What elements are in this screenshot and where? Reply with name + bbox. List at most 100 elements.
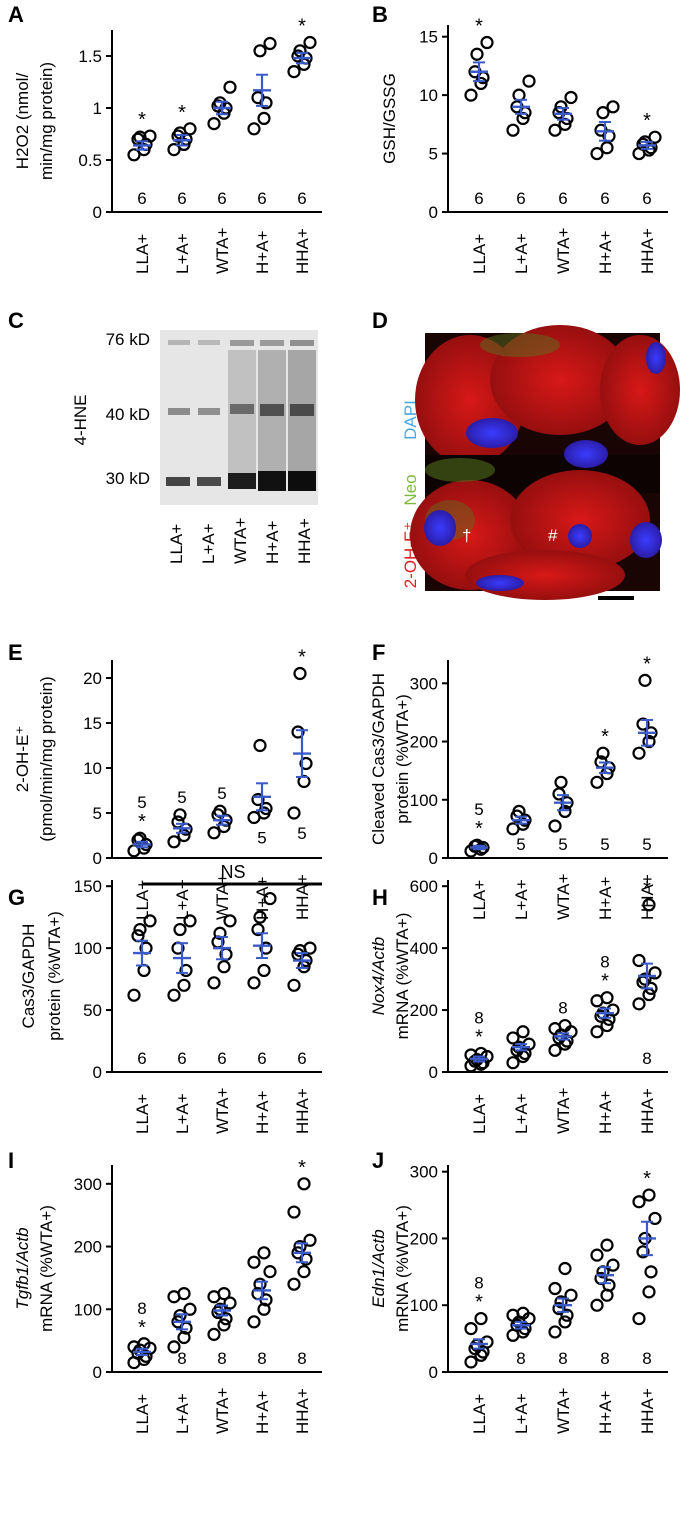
blot-lane-label: L+A+ [199,523,218,564]
n-label: 6 [177,1049,186,1068]
data-point [606,1003,620,1017]
data-point [179,963,193,978]
data-point [257,1246,271,1260]
y-axis-label: min/mg protein) [37,62,56,180]
x-tick-label: LLA+ [470,234,489,274]
data-point [632,1311,646,1326]
ns-label: NS [220,862,245,882]
data-point [558,1261,572,1276]
data-point [590,1248,604,1262]
data-point [590,1025,604,1039]
data-point [648,966,662,980]
data-point [167,1340,181,1354]
data-point [251,922,265,937]
x-tick-label: L+A+ [512,879,531,920]
y-tick-label: 0 [429,849,438,868]
data-point [173,922,187,937]
data-point [506,1056,520,1070]
data-point [558,1315,572,1329]
data-point [207,976,221,990]
n-label: 8 [558,1349,567,1368]
x-tick-label: WTA+ [213,227,232,274]
n-label: 8 [642,1349,651,1368]
data-point [606,100,620,114]
n-label: 5 [558,835,567,854]
data-point [251,792,265,807]
n-label: 6 [257,189,266,208]
data-point [303,35,317,50]
data-point [638,972,652,986]
n-label: 8 [474,1008,483,1027]
micro-mark-dagger: † [462,526,471,545]
n-label: 6 [600,189,609,208]
data-point [247,1255,261,1269]
chart-panel-H: H 0 200 400 600 Nox4/Actb mRNA (%WTA+) LLA+ L+A+… [369,877,668,1134]
data-point [564,90,578,105]
data-point [516,1025,530,1039]
y-tick-label: 300 [410,1163,438,1182]
data-point [596,106,610,120]
x-tick-label: WTA+ [213,1087,232,1134]
blot-lane-label: HHA+ [295,518,314,564]
n-label: 8 [558,999,567,1018]
data-point [257,963,271,978]
n-label: 6 [297,1049,306,1068]
micro-label-neo: Neo [401,474,420,505]
data-point [606,1258,620,1272]
x-tick-label: HHA+ [293,1088,312,1134]
significance-star: * [601,726,609,748]
significance-star: * [298,647,306,669]
x-tick-label: HHA+ [293,1388,312,1434]
data-point [548,1325,562,1339]
x-tick-label: L+A+ [512,233,531,274]
y-tick-label: 10 [83,759,102,778]
blot-marker-40: 40 kD [106,405,150,424]
data-point [133,922,147,937]
n-label: 8 [642,1049,651,1068]
n-label: 8 [600,953,609,972]
data-point [638,673,652,687]
data-point [590,1298,604,1312]
data-point [253,44,267,58]
scale-bar [598,596,634,600]
data-point [217,1286,231,1301]
data-point [516,1306,530,1320]
y-axis-label: Edn1/Actb [369,1229,388,1307]
data-point [287,978,301,992]
data-point [552,1301,566,1316]
data-point [137,963,151,978]
y-axis-label: Cas3/GAPDH [19,924,38,1029]
y-tick-label: 100 [410,1296,438,1315]
data-point [219,1312,233,1326]
micrograph-panel: D DAPI Neo 2-OH-E⁺ † # [372,308,680,600]
x-tick-label: H+A+ [253,1390,272,1434]
significance-star: * [643,878,651,900]
data-point [223,1296,237,1310]
micro-mark-hash: # [548,526,558,545]
y-axis-label: protein (%WTA+) [393,694,412,824]
y-tick-label: 0 [93,1363,102,1382]
y-tick-label: 15 [83,714,102,733]
n-label: 5 [474,800,483,819]
n-label: 5 [600,835,609,854]
data-point [253,910,267,924]
panel-label-C: C [8,308,24,333]
y-tick-label: 0.5 [78,151,102,170]
data-point [213,926,227,940]
data-point [648,1211,662,1226]
x-tick-label: H+A+ [596,1090,615,1134]
significance-star: * [298,15,306,37]
x-tick-label: L+A+ [512,1393,531,1434]
data-point [548,1281,562,1296]
blot-bands [166,340,316,491]
data-point [480,35,494,50]
data-point [636,1245,650,1259]
y-tick-label: 10 [419,86,438,105]
y-tick-label: 100 [74,1300,102,1319]
x-tick-label: LLA+ [133,880,152,920]
data-point [259,941,273,955]
y-tick-label: 0 [429,1063,438,1082]
data-point [217,1318,231,1332]
y-axis-label: Tgfb1/Actb [13,1227,32,1309]
x-tick-label: WTA+ [554,1087,573,1134]
